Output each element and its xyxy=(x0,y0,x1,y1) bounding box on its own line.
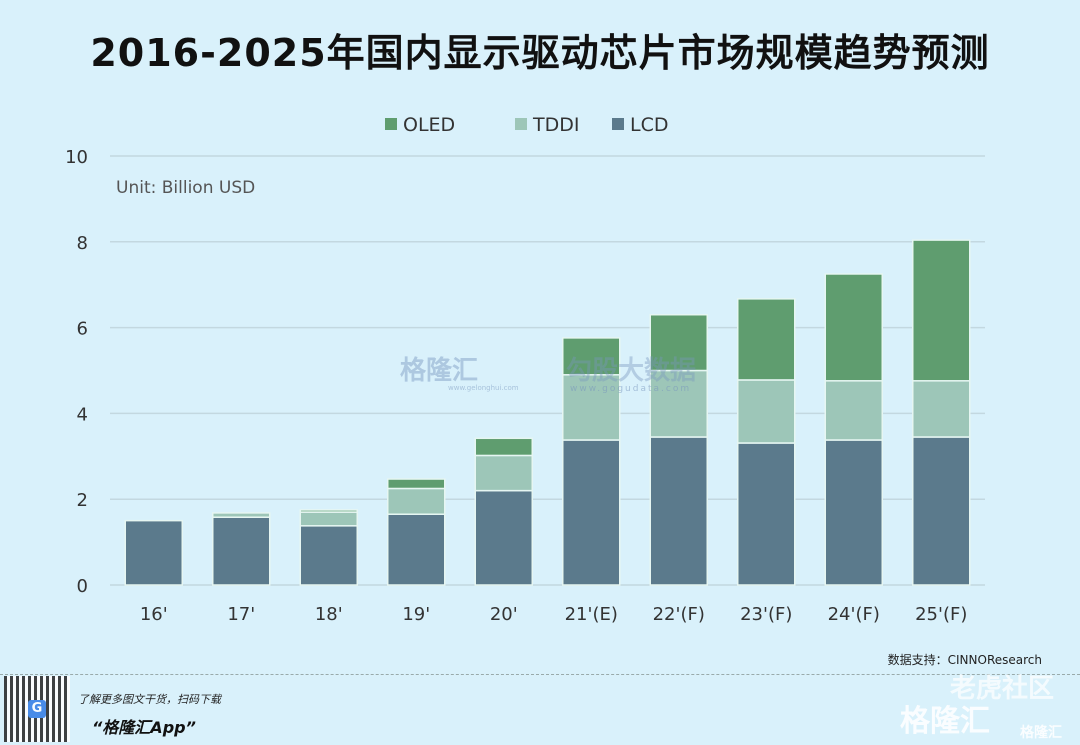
bar-segment-oled xyxy=(912,239,971,382)
bar-segment-tddi xyxy=(824,380,883,441)
y-tick-label: 6 xyxy=(77,319,88,340)
legend-label-oled: OLED xyxy=(403,114,455,136)
bar-segment-lcd xyxy=(474,489,533,586)
legend-label-tddi: TDDI xyxy=(532,114,579,136)
x-tick-label: 19' xyxy=(402,604,430,625)
app-name: “格隆汇App” xyxy=(92,718,196,737)
qr-code: G xyxy=(4,676,70,742)
chart-title: 2016-2025年国内显示驱动芯片市场规模趋势预测 xyxy=(90,31,990,75)
legend-label-lcd: LCD xyxy=(630,114,668,136)
legend-swatch-lcd xyxy=(612,118,624,130)
x-tick-label: 17' xyxy=(227,604,255,625)
watermark-center-logo-url: www.gelonghui.com xyxy=(448,384,519,392)
bar-segment-lcd xyxy=(562,439,621,586)
bar-segment-tddi xyxy=(299,511,358,527)
footer-divider xyxy=(0,674,1080,675)
x-tick-label: 25'(F) xyxy=(915,604,967,625)
bar-segment-oled xyxy=(649,313,708,372)
watermark-logo-text: 格隆汇 xyxy=(400,356,479,386)
watermark-corner-3: 格隆汇 xyxy=(1020,725,1062,741)
x-tick-label: 16' xyxy=(140,604,168,625)
bar-segment-oled xyxy=(474,437,533,457)
bar-segment-oled xyxy=(562,337,621,376)
x-tick-label: 24'(F) xyxy=(828,604,880,625)
bar-segment-tddi xyxy=(737,379,796,444)
bar-segment-lcd xyxy=(649,436,708,586)
watermark-center-brand: 勾股大数据 xyxy=(566,356,697,386)
x-tick-label: 22'(F) xyxy=(653,604,705,625)
y-tick-label: 0 xyxy=(77,576,88,597)
legend-swatch-oled xyxy=(385,118,397,130)
qr-badge: G xyxy=(28,700,46,718)
x-tick-label: 21'(E) xyxy=(565,604,618,625)
bar-segment-oled xyxy=(737,298,796,381)
bar-segment-lcd xyxy=(299,525,358,586)
bar-segment-lcd xyxy=(124,519,183,586)
bar-segment-oled xyxy=(824,273,883,382)
bar-segment-tddi xyxy=(387,487,446,515)
watermark-corner-2: 格隆汇 xyxy=(900,704,990,739)
bar-segment-tddi xyxy=(474,454,533,492)
y-tick-label: 10 xyxy=(65,147,88,168)
bar-segment-lcd xyxy=(824,439,883,586)
bar-segment-oled xyxy=(387,478,446,490)
bar-segment-oled xyxy=(299,509,358,513)
bar-segment-lcd xyxy=(212,516,271,586)
y-tick-label: 4 xyxy=(77,404,88,425)
bar-segment-tddi xyxy=(912,380,971,438)
watermark-center-brand-url: www.gogudata.com xyxy=(570,384,692,394)
bar-segment-lcd xyxy=(387,513,446,586)
watermark-corner-1: 老虎社区 xyxy=(950,674,1055,704)
y-tick-label: 2 xyxy=(77,490,88,511)
x-tick-label: 18' xyxy=(315,604,343,625)
legend-swatch-tddi xyxy=(515,118,527,130)
bar-segment-tddi xyxy=(212,512,271,518)
x-tick-label: 20' xyxy=(490,604,518,625)
unit-label: Unit: Billion USD xyxy=(116,178,255,198)
y-tick-label: 8 xyxy=(77,233,88,254)
data-source: 数据支持：CINNOResearch xyxy=(887,653,1042,667)
x-tick-label: 23'(F) xyxy=(740,604,792,625)
bar-segment-lcd xyxy=(737,442,796,586)
bar-segment-lcd xyxy=(912,436,971,586)
watermark-center-logo: 格隆汇 xyxy=(400,350,478,387)
promo-text: 了解更多图文干货，扫码下载 xyxy=(78,693,221,706)
